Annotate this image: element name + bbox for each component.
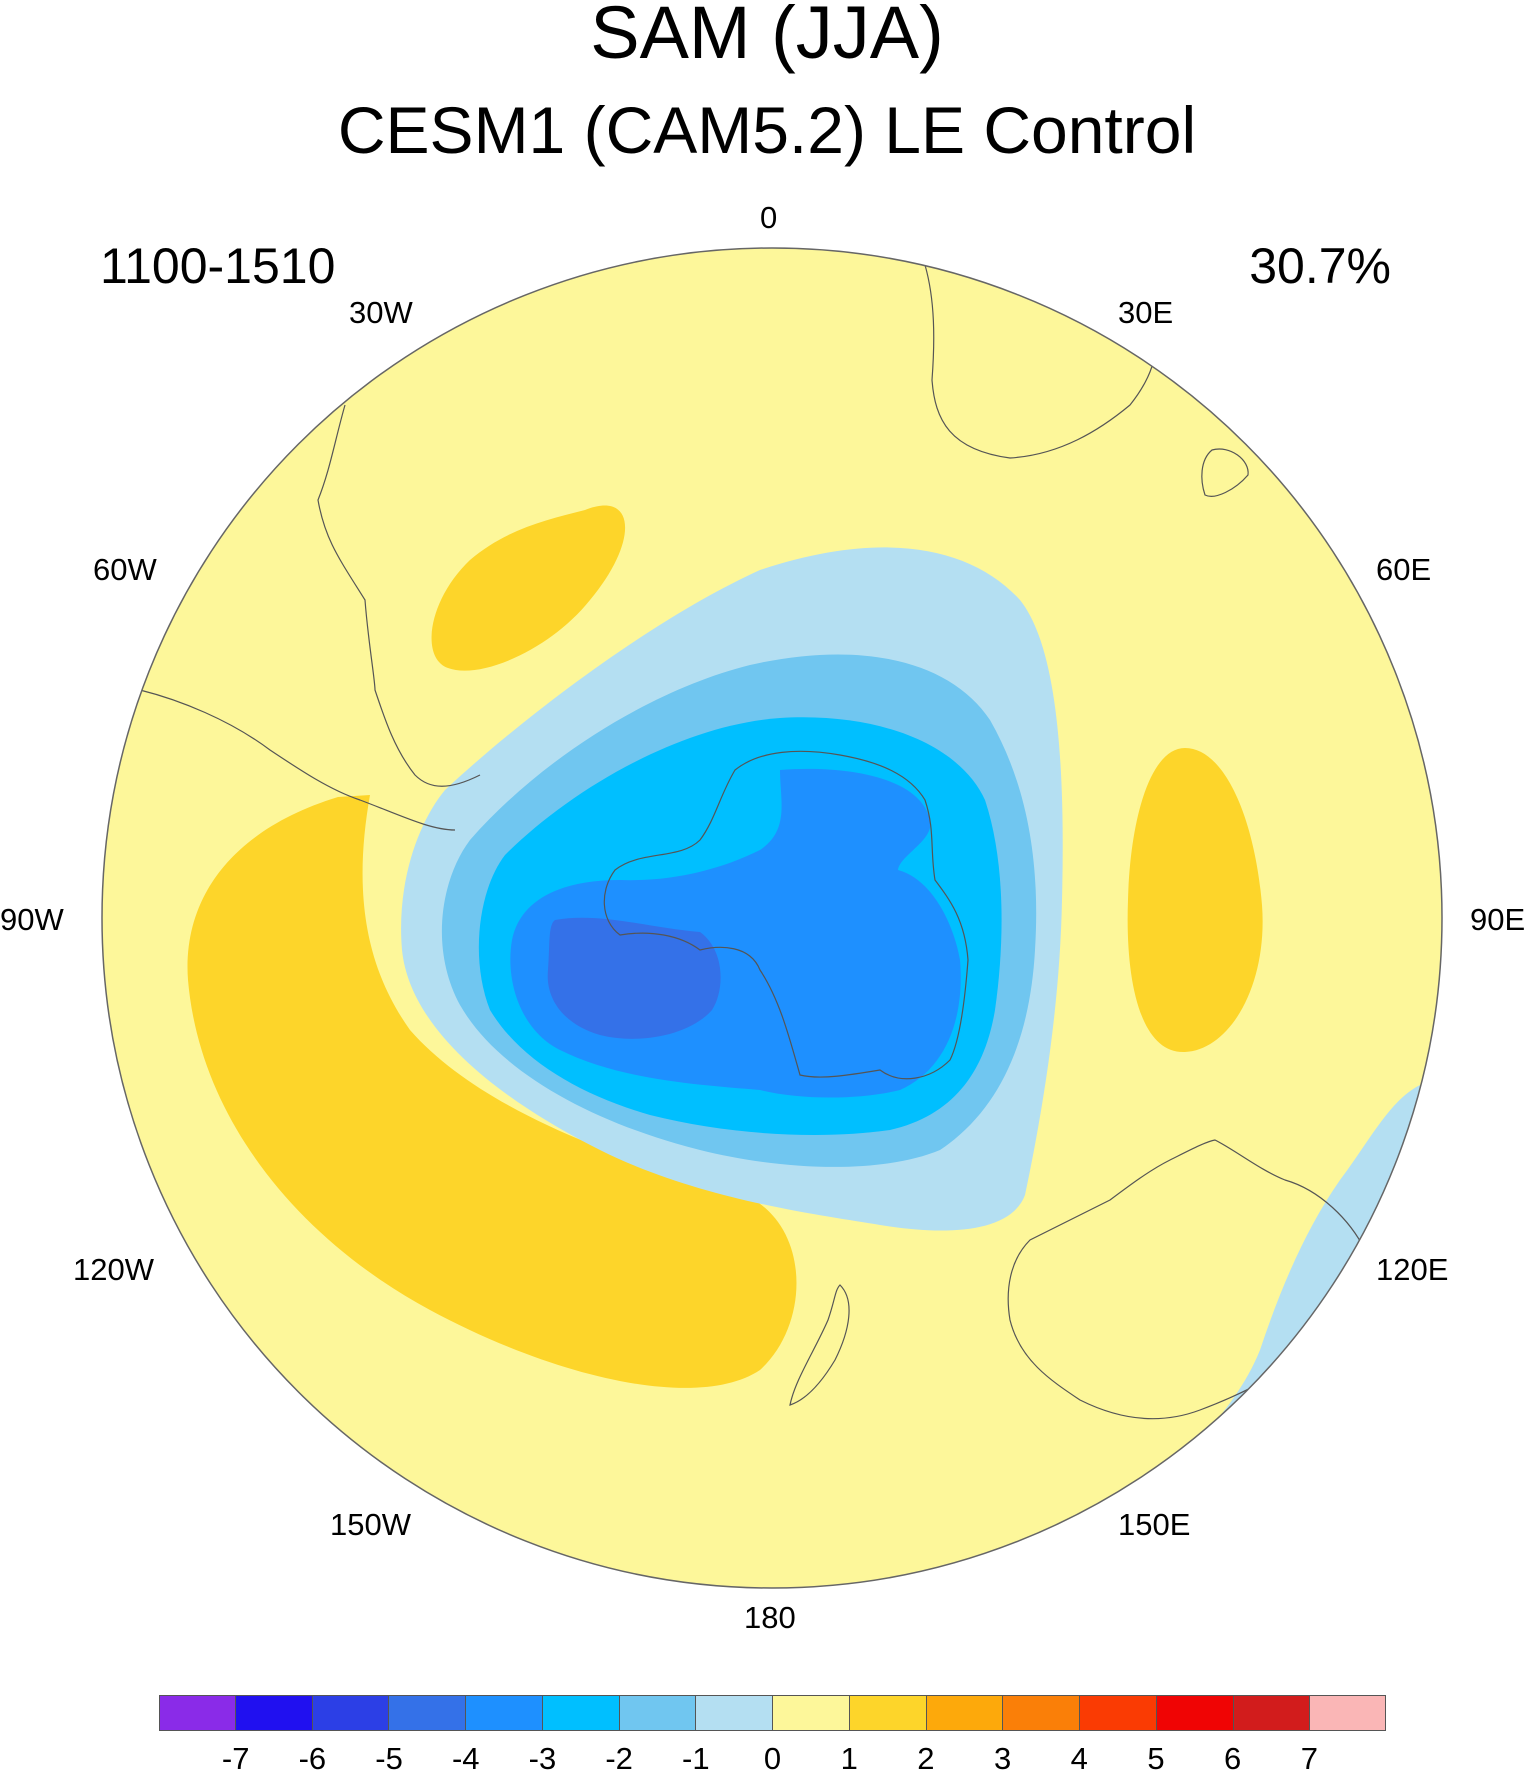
map-subtitle: CESM1 (CAM5.2) LE Control: [337, 93, 1197, 167]
colorbar-box: [388, 1695, 465, 1731]
positive-anomaly-south-atlantic: [431, 505, 626, 671]
coastline-antarctica: [603, 750, 969, 1080]
map-border: [101, 247, 1443, 1589]
colorbar-box: [925, 1695, 1003, 1731]
lon-label-150e: 150E: [1118, 1507, 1191, 1542]
colorbar-box: [1002, 1695, 1079, 1731]
lon-label-60e: 60E: [1376, 552, 1432, 587]
coastline-new-zealand: [789, 1284, 850, 1406]
lon-label-90e: 90E: [1470, 902, 1526, 937]
colorbar-label: 2: [917, 1741, 935, 1776]
colorbar-box: [234, 1695, 312, 1731]
colorbar-label: -4: [451, 1741, 480, 1776]
coastline-south-america: [317, 404, 481, 787]
positive-anomaly-pacific: [187, 795, 797, 1388]
coastline-tierra-del-fuego: [139, 689, 456, 831]
colorbar-label: -1: [682, 1741, 710, 1776]
lon-label-120w: 120W: [73, 1252, 154, 1287]
colorbar-box: [848, 1695, 926, 1731]
colorbar-box: [695, 1695, 772, 1731]
negative-anomaly-level-5: [547, 917, 721, 1039]
map-title: SAM (JJA): [590, 0, 944, 74]
colorbar-box: [541, 1695, 619, 1731]
colorbar-label: 6: [1224, 1741, 1242, 1776]
colorbar-box: [1079, 1695, 1156, 1731]
colorbar-label: -7: [221, 1741, 250, 1776]
period-label: 1100-1510: [100, 238, 336, 294]
colorbar-label: -5: [375, 1741, 403, 1776]
colorbar-box: [311, 1695, 389, 1731]
variance-label: 30.7%: [1249, 238, 1391, 294]
colorbar-box: [1309, 1695, 1386, 1731]
lon-label-150w: 150W: [330, 1507, 411, 1542]
colorbar-box: [618, 1695, 696, 1731]
lon-label-60w: 60W: [93, 552, 157, 587]
lon-label-30w: 30W: [349, 295, 413, 330]
lon-label-30e: 30E: [1118, 295, 1174, 330]
colorbar-box: [1155, 1695, 1233, 1731]
lon-label-120e: 120E: [1376, 1252, 1449, 1287]
coastline-australia: [1007, 1139, 1366, 1420]
colorbar-label: 4: [1070, 1741, 1088, 1776]
colorbar-label: -3: [528, 1741, 557, 1776]
colorbar-label: 3: [993, 1741, 1012, 1776]
coastline-madagascar: [1201, 448, 1249, 497]
coastlines: [139, 264, 1366, 1420]
colorbar-label: 0: [763, 1741, 782, 1776]
colorbar-box: [159, 1695, 235, 1731]
lon-label-90w: 90W: [0, 902, 64, 937]
colorbar-label: 1: [840, 1741, 858, 1776]
colorbar-box: [772, 1695, 849, 1731]
lon-label-0: 0: [760, 200, 778, 235]
colorbar: [159, 1695, 1386, 1731]
colorbar-label: -2: [605, 1741, 633, 1776]
lon-label-180: 180: [744, 1600, 796, 1635]
colorbar-box: [1232, 1695, 1310, 1731]
colorbar-box: [465, 1695, 542, 1731]
colorbar-label: -6: [298, 1741, 327, 1776]
colorbar-label: 5: [1147, 1741, 1165, 1776]
coastline-africa: [924, 264, 1156, 459]
colorbar-label: 7: [1300, 1741, 1318, 1776]
positive-anomaly-indian-ocean: [1127, 748, 1263, 1053]
